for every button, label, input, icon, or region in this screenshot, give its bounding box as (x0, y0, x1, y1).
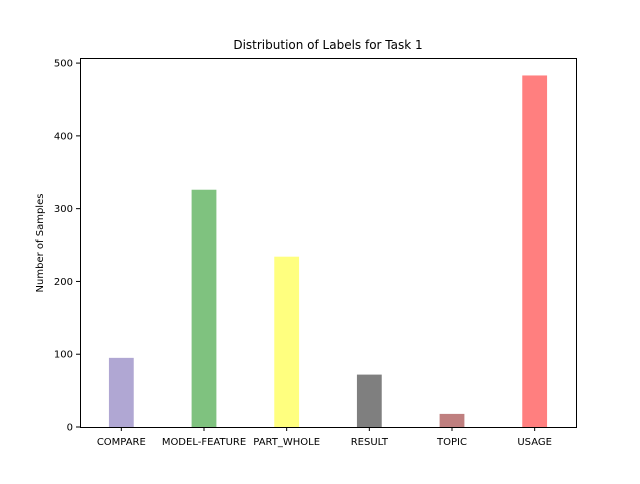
y-axis: 0 100 200 300 400 500 (54, 59, 80, 434)
x-tick-label: TOPIC (436, 437, 467, 448)
y-tick-label: 0 (67, 423, 73, 434)
bar-result (356, 374, 382, 427)
y-tick-label: 200 (54, 277, 73, 288)
y-tick-label: 400 (54, 131, 73, 142)
x-tick-label: RESULT (351, 437, 389, 448)
y-tick-label: 300 (54, 204, 73, 215)
chart-title: Distribution of Labels for Task 1 (233, 38, 422, 52)
y-tick-label: 500 (54, 59, 73, 70)
bar-topic (439, 413, 465, 427)
x-tick-label: USAGE (517, 437, 552, 448)
x-tick-label: MODEL-FEATURE (162, 437, 246, 448)
bar-model-feature (191, 189, 217, 427)
bars-layer (108, 75, 548, 427)
x-tick-label: PART_WHOLE (253, 437, 320, 448)
plot-frame (80, 58, 577, 428)
bar-part-whole (274, 256, 300, 427)
bar-usage (522, 75, 548, 427)
x-axis: COMPARE MODEL-FEATURE PART_WHOLE RESULT TOPI… (97, 427, 552, 448)
y-tick-label: 100 (54, 350, 73, 361)
x-tick-label: COMPARE (97, 437, 146, 448)
bar-compare (108, 357, 134, 427)
y-axis-label: Number of Samples (35, 194, 46, 293)
